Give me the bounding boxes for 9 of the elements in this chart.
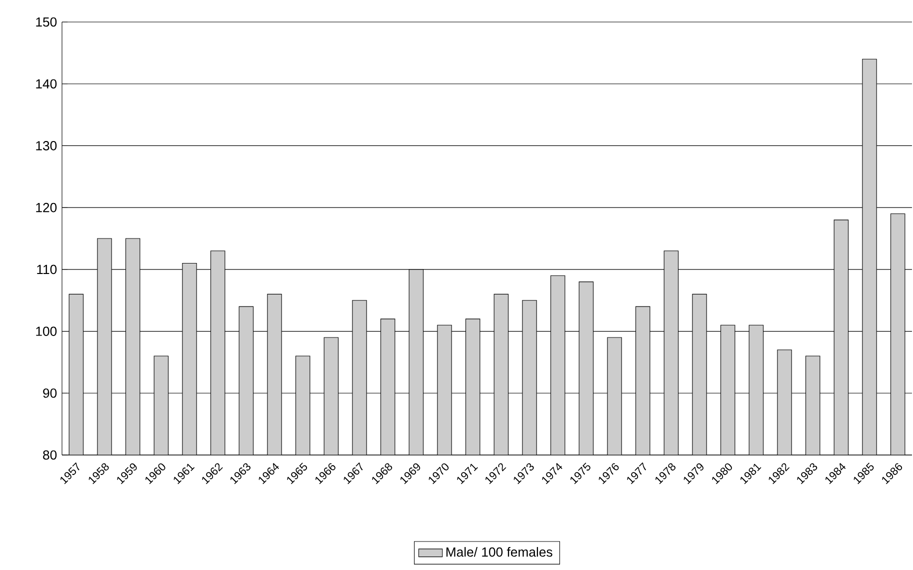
y-tick-label: 110: [37, 264, 57, 274]
y-tick-label: 80: [43, 450, 57, 460]
y-tick-label: 120: [36, 202, 57, 212]
y-tick-label: 90: [43, 388, 57, 398]
y-tick-label: 150: [36, 17, 57, 27]
legend-label: Male/ 100 females: [446, 547, 552, 557]
y-tick-label: 130: [36, 141, 57, 150]
y-tick-label: 100: [36, 326, 57, 336]
y-tick-label: 140: [36, 79, 57, 89]
